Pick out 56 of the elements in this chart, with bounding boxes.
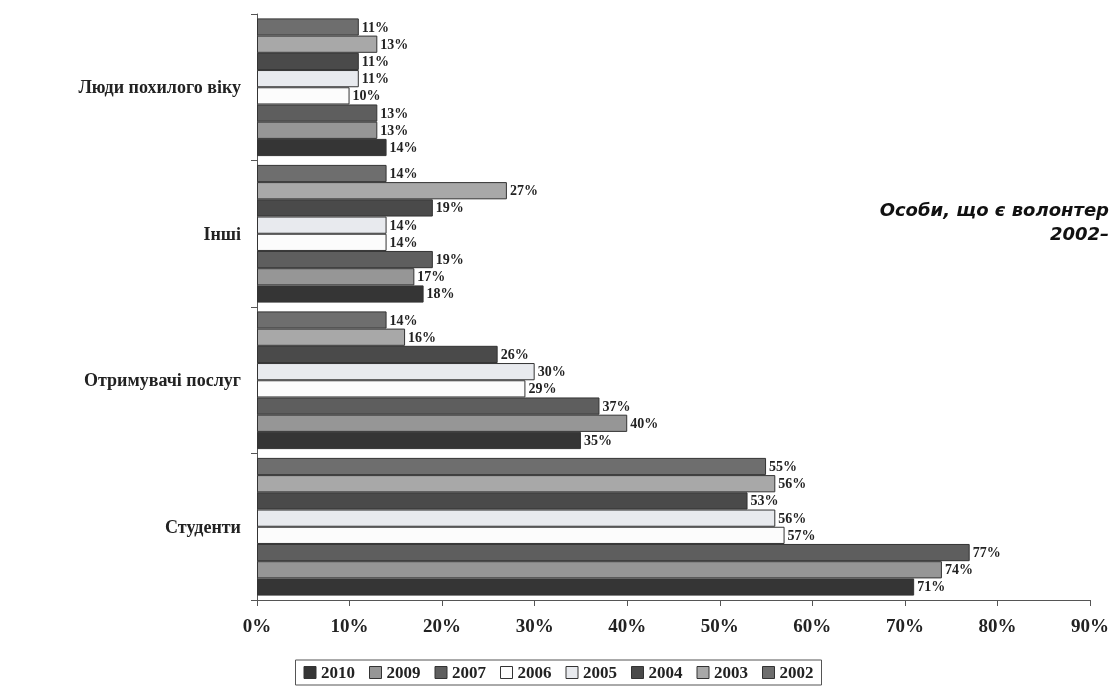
data-label: 57% [787, 527, 816, 543]
data-label: 11% [361, 71, 390, 87]
data-label: 74% [944, 562, 973, 578]
x-tick-label: 50% [700, 615, 739, 636]
data-label: 18% [426, 286, 455, 302]
annotation: 2002– [1049, 222, 1110, 244]
y-tick-label: Люди похилого віку [78, 77, 241, 98]
data-label: 16% [408, 329, 437, 345]
x-tick-label: 80% [978, 615, 1017, 636]
legend-label: 2006 [517, 663, 552, 682]
legend-label: 2009 [386, 663, 421, 682]
data-label: 55% [769, 459, 798, 474]
legend-label: 2004 [648, 663, 683, 682]
data-label: 19% [435, 252, 464, 268]
data-label: 53% [750, 493, 779, 509]
data-label: 17% [417, 269, 446, 285]
data-label: 13% [380, 36, 409, 52]
data-label: 10% [352, 88, 381, 104]
annotation: Особи, що є волонтер [879, 198, 1110, 220]
data-label: 35% [583, 433, 612, 448]
data-label: 56% [778, 510, 807, 526]
data-label: 11% [361, 19, 390, 35]
data-label: 11% [361, 53, 390, 69]
x-tick-label: 30% [515, 615, 554, 636]
data-label: 56% [778, 476, 807, 492]
data-label: 77% [972, 545, 1001, 561]
data-label: 19% [435, 200, 464, 216]
y-tick-label: Інші [203, 223, 241, 244]
y-tick-label: Отримувачі послуг [84, 370, 241, 391]
data-label: 40% [630, 415, 659, 431]
data-label: 27% [509, 183, 538, 199]
x-tick-label: 40% [608, 615, 647, 636]
legend-label: 2005 [583, 663, 617, 682]
data-label: 13% [380, 105, 409, 121]
data-label: 14% [389, 217, 418, 233]
x-tick-label: 70% [885, 615, 924, 636]
legend-label: 2003 [714, 663, 748, 682]
x-tick-label: 60% [793, 615, 832, 636]
data-label: 14% [389, 234, 418, 250]
x-tick-label: 10% [330, 615, 369, 636]
y-tick-label: Студенти [165, 516, 241, 537]
data-label: 37% [602, 398, 631, 414]
x-tick-label: 20% [423, 615, 462, 636]
x-tick-label: 90% [1071, 615, 1109, 636]
data-label: 71% [917, 579, 946, 595]
data-label: 14% [389, 166, 418, 181]
data-label: 30% [537, 364, 566, 380]
legend-label: 2007 [452, 663, 487, 682]
data-label: 13% [380, 122, 409, 138]
data-label: 14% [389, 140, 418, 155]
data-label: 14% [389, 312, 418, 328]
x-tick-label: 0% [242, 615, 272, 636]
legend-label: 2002 [779, 663, 814, 682]
data-label: 29% [528, 381, 557, 397]
legend-label: 2010 [321, 663, 355, 682]
data-label: 26% [500, 346, 529, 362]
